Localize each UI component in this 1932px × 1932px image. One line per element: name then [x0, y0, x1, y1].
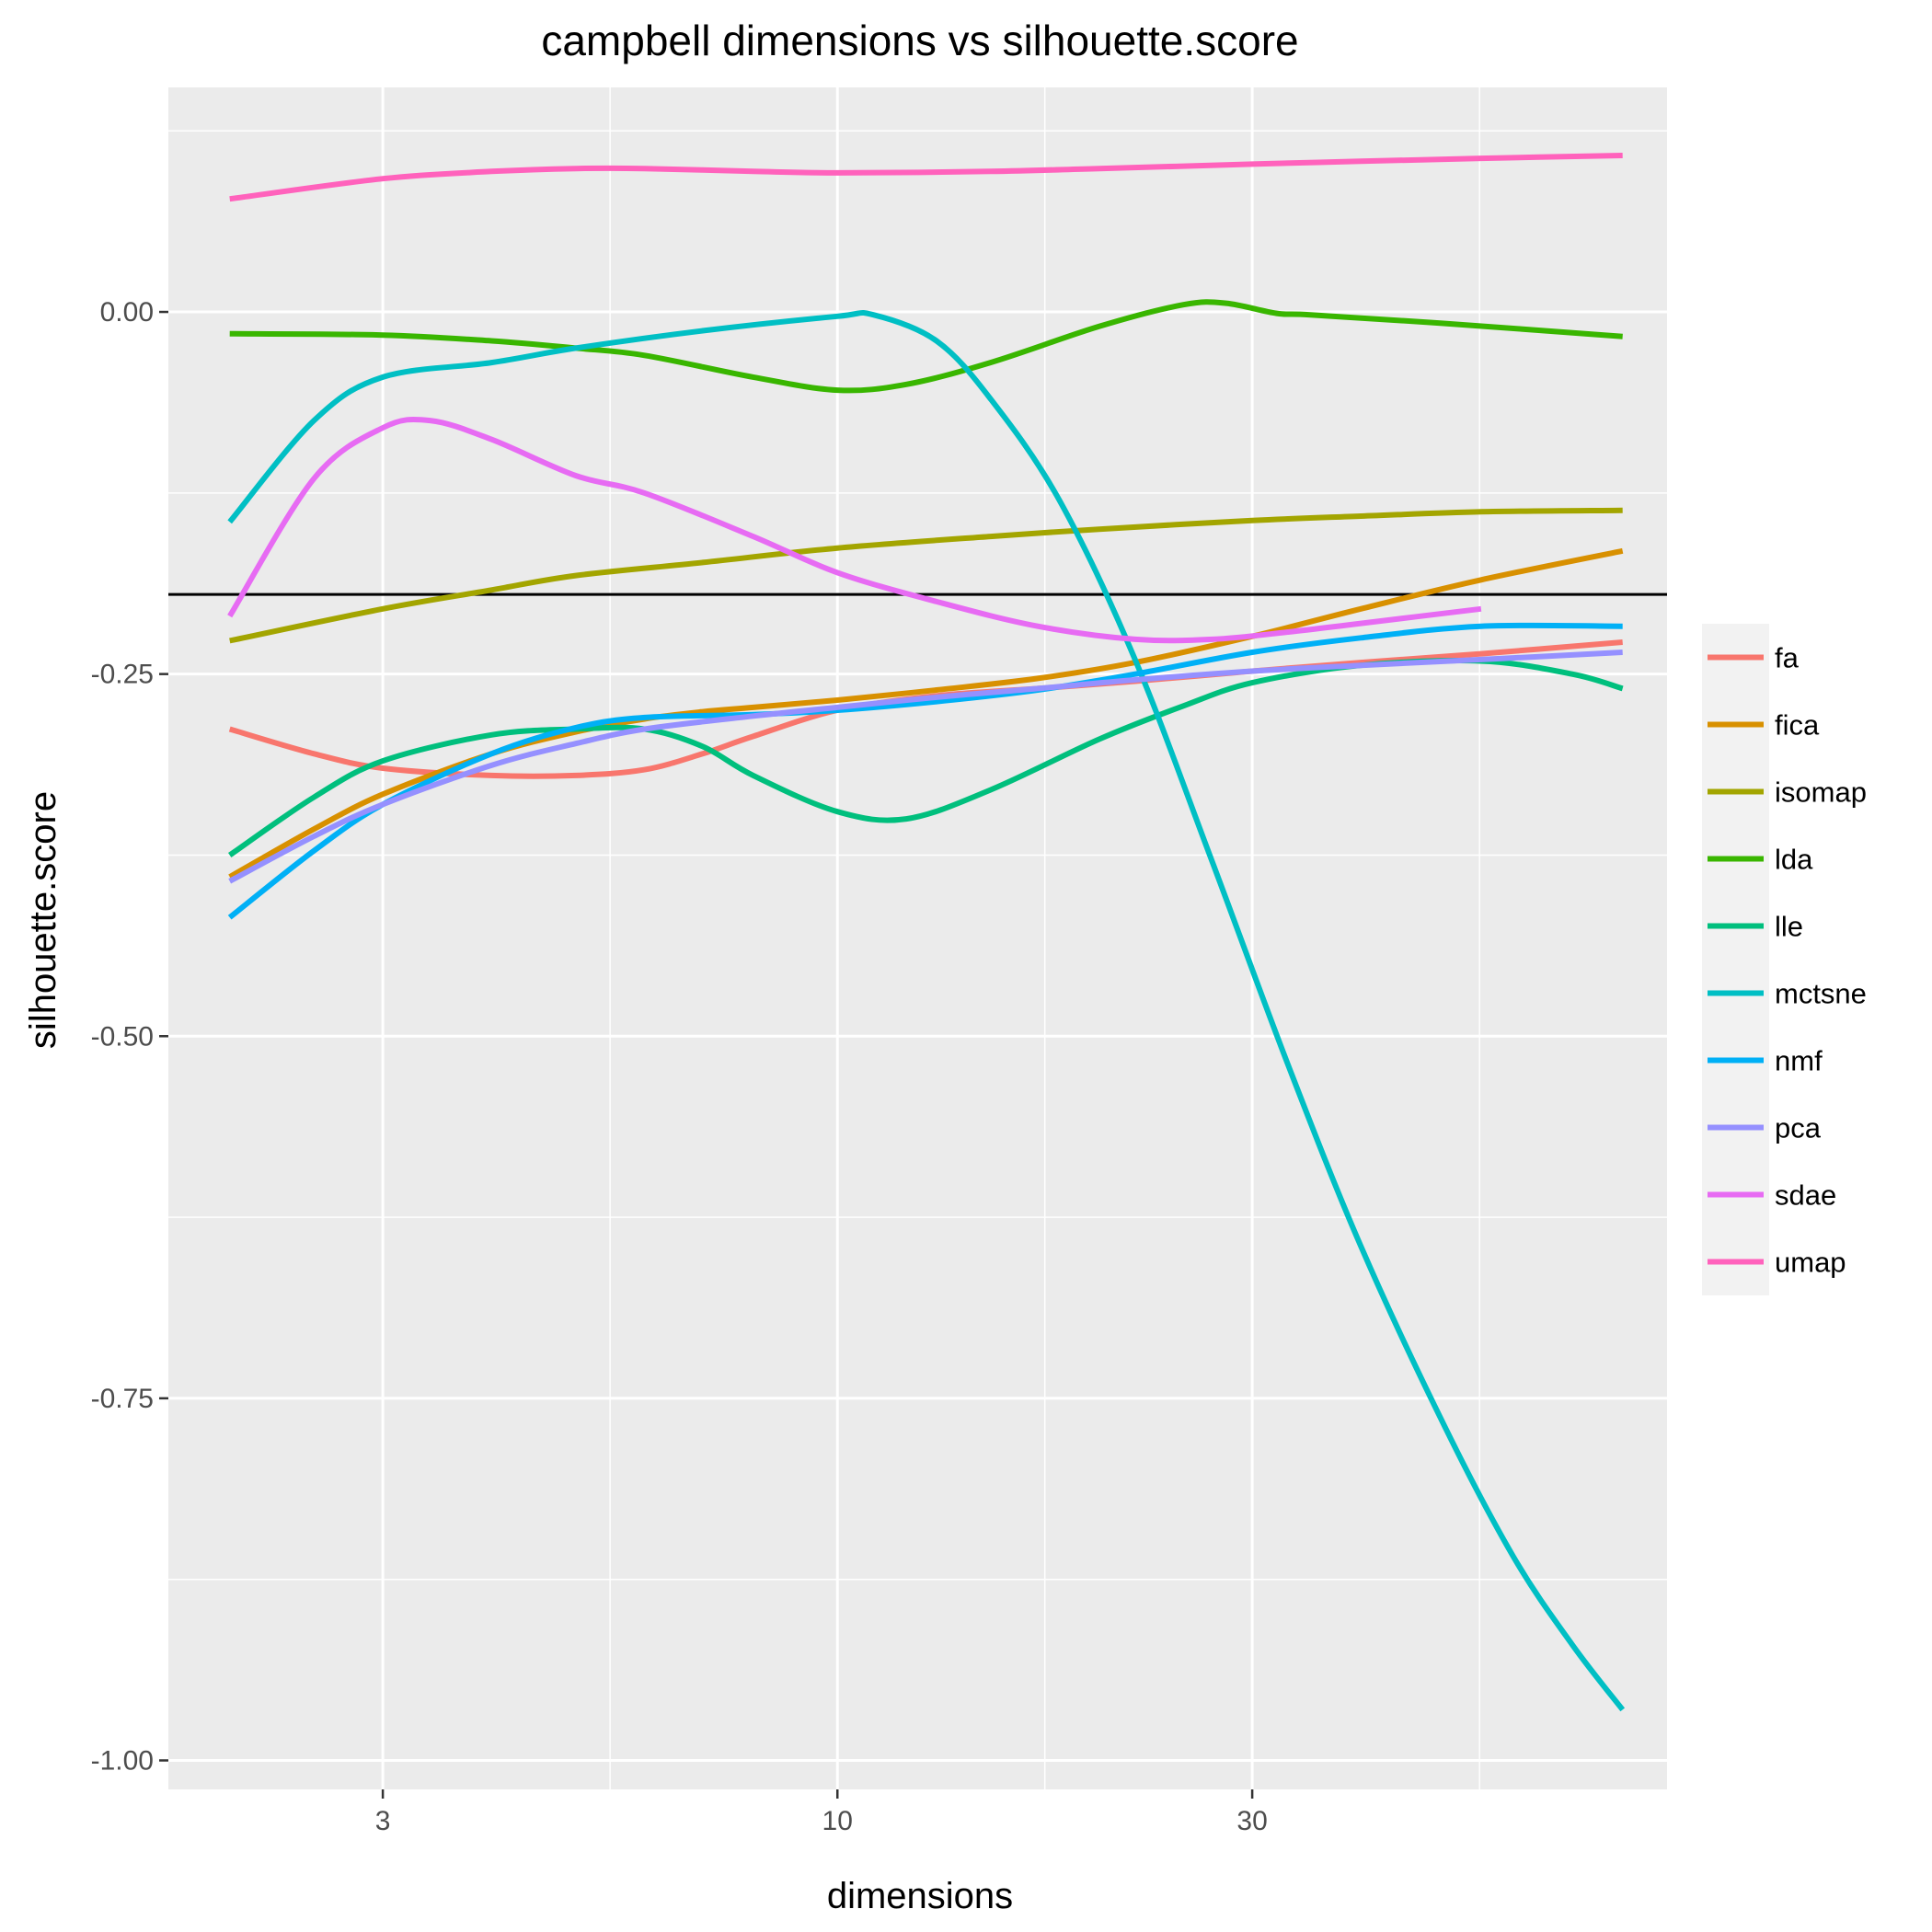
- legend: fa fica isomap lda lle mctsne nmf pca sdae umap: [1702, 624, 1867, 1295]
- major-gridlines: [168, 87, 1667, 1789]
- series-line-isomap: [229, 507, 1623, 644]
- x-axis: 3 10 30: [375, 1789, 1268, 1836]
- plot-background: [168, 87, 1667, 1789]
- legend-label-lda: lda: [1775, 844, 1813, 876]
- legend-label-mctsne: mctsne: [1775, 978, 1867, 1010]
- legend-label-fa: fa: [1775, 642, 1800, 674]
- series-line-mctsne: [227, 309, 1626, 1712]
- series-line-fica: [228, 547, 1624, 880]
- legend-label-umap: umap: [1775, 1247, 1846, 1279]
- y-axis-title: silhouette.score: [23, 791, 63, 1049]
- series-line-sdae: [227, 416, 1482, 644]
- legend-label-pca: pca: [1775, 1112, 1822, 1144]
- series-line-nmf: [227, 622, 1623, 920]
- x-tick-label: 30: [1236, 1806, 1267, 1836]
- legend-label-sdae: sdae: [1775, 1179, 1836, 1212]
- series-line-pca: [228, 650, 1623, 884]
- y-axis: 0.00 -0.25 -0.50 -0.75 -1.00: [91, 297, 168, 1777]
- legend-label-fica: fica: [1775, 709, 1820, 742]
- y-tick-label: -0.75: [91, 1384, 154, 1414]
- legend-label-lle: lle: [1775, 911, 1803, 943]
- y-tick-label: 0.00: [100, 297, 154, 328]
- y-tick-label: -0.25: [91, 660, 154, 690]
- legend-label-nmf: nmf: [1775, 1045, 1823, 1077]
- minor-gridlines: [168, 87, 1667, 1789]
- y-tick-label: -1.00: [91, 1746, 154, 1777]
- legend-label-isomap: isomap: [1775, 776, 1867, 809]
- series-line-lda: [229, 299, 1623, 394]
- x-tick-label: 3: [375, 1806, 391, 1836]
- x-tick-label: 10: [822, 1806, 853, 1836]
- x-axis-title: dimensions: [827, 1876, 1013, 1916]
- series-lines: [227, 153, 1626, 1712]
- y-tick-label: -0.50: [91, 1021, 154, 1052]
- chart-title: campbell dimensions vs silhouette.score: [541, 17, 1298, 64]
- series-line-umap: [229, 153, 1623, 202]
